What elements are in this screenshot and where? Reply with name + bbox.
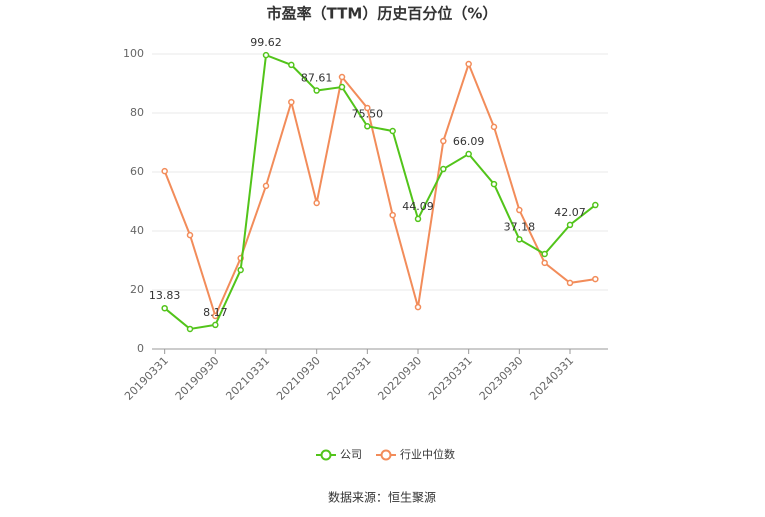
series-line — [164, 53, 596, 330]
x-tick-label: 20240331 — [527, 354, 576, 403]
value-label: 66.09 — [453, 135, 485, 148]
point — [516, 206, 523, 214]
point — [288, 98, 295, 106]
y-tick-label: 40 — [130, 224, 144, 237]
value-label: 75.50 — [352, 107, 384, 120]
point — [338, 73, 346, 81]
value-label: 87.61 — [301, 72, 333, 85]
point — [338, 83, 346, 91]
point — [490, 180, 498, 188]
legend-label: 行业中位数 — [400, 447, 455, 461]
point — [186, 231, 194, 239]
point — [465, 150, 472, 158]
point — [237, 266, 244, 274]
x-tick-label: 20190331 — [122, 354, 171, 403]
point — [262, 182, 270, 190]
legend-item: 行业中位数 — [376, 447, 455, 461]
point — [389, 127, 396, 135]
legend-item: 公司 — [316, 448, 362, 461]
x-tick-label: 20210930 — [274, 354, 323, 403]
x-tick-label: 20230331 — [426, 354, 475, 403]
point — [313, 199, 320, 207]
point — [262, 51, 270, 59]
legend-marker — [320, 449, 332, 461]
point — [566, 221, 574, 229]
point — [440, 137, 447, 145]
point — [541, 250, 548, 258]
point — [212, 321, 219, 329]
value-label: 42.07 — [554, 206, 586, 219]
value-label: 8.17 — [203, 306, 228, 319]
point — [161, 167, 168, 175]
point — [566, 279, 574, 287]
point — [440, 165, 447, 173]
point — [389, 211, 396, 219]
y-tick-label: 0 — [137, 342, 144, 355]
point — [288, 61, 295, 69]
value-label: 99.62 — [250, 36, 282, 49]
point — [465, 60, 472, 68]
point — [161, 304, 168, 312]
y-tick-label: 80 — [130, 106, 144, 119]
point — [490, 123, 498, 131]
y-tick-label: 60 — [130, 165, 144, 178]
x-tick-label: 20220331 — [325, 354, 374, 403]
point — [516, 236, 523, 243]
series-line — [163, 61, 596, 319]
point — [592, 201, 599, 209]
point — [364, 104, 371, 112]
point — [541, 259, 548, 267]
point — [414, 215, 422, 223]
y-tick-label: 20 — [130, 283, 144, 296]
y-tick-label: 100 — [123, 47, 144, 60]
point — [212, 312, 219, 320]
x-tick-label: 20230930 — [477, 354, 526, 403]
x-tick-label: 20210331 — [223, 354, 272, 403]
point — [186, 325, 194, 333]
x-tick-label: 20190930 — [173, 354, 222, 403]
point — [313, 87, 320, 94]
value-label: 37.18 — [504, 220, 536, 233]
value-label: 13.83 — [149, 289, 181, 302]
source: 数据来源：恒生聚源 — [328, 490, 436, 505]
value-label: 44.09 — [402, 200, 434, 213]
chart-title: 市盈率（TTM）历史百分位（%） — [267, 5, 498, 23]
point — [364, 123, 371, 130]
point — [592, 275, 599, 283]
point — [414, 303, 422, 311]
legend-marker — [380, 449, 392, 461]
x-tick-label: 20220930 — [375, 354, 424, 403]
legend-label: 公司 — [340, 448, 362, 461]
